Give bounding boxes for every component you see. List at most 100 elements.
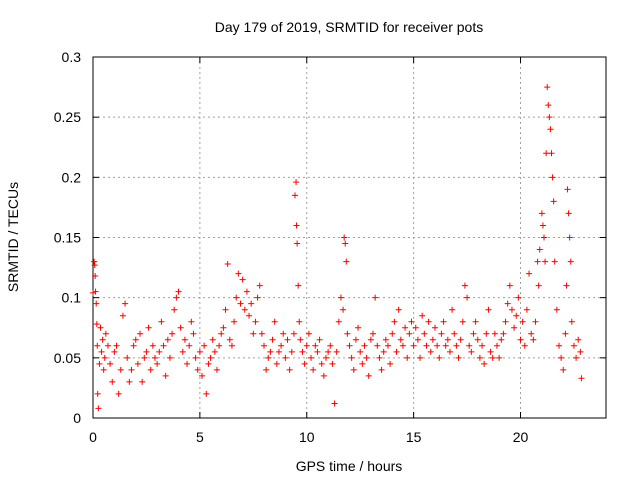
data-point: [97, 324, 104, 331]
data-point: [102, 330, 109, 337]
data-point: [577, 348, 584, 355]
data-point: [91, 258, 98, 265]
data-point: [399, 342, 406, 349]
data-point: [563, 282, 570, 289]
y-tick-label: 0.3: [62, 49, 82, 65]
data-point: [555, 342, 562, 349]
data-point: [94, 342, 101, 349]
data-point: [489, 354, 496, 361]
data-point: [523, 306, 530, 313]
data-point: [528, 330, 535, 337]
data-point: [188, 318, 195, 325]
data-point: [506, 282, 513, 289]
data-point: [329, 360, 336, 367]
data-point: [124, 354, 131, 361]
data-point: [322, 354, 329, 361]
data-point: [228, 342, 235, 349]
data-point: [139, 378, 146, 385]
data-point: [99, 336, 106, 343]
data-point: [91, 262, 98, 269]
data-point: [425, 318, 432, 325]
data-point: [451, 330, 458, 337]
data-point: [325, 348, 332, 355]
data-point: [391, 318, 398, 325]
data-point: [94, 390, 101, 397]
x-tick-label: 15: [406, 429, 422, 445]
data-point: [222, 306, 229, 313]
data-point: [350, 366, 357, 373]
data-point: [408, 318, 415, 325]
data-point: [239, 276, 246, 283]
data-point: [137, 330, 144, 337]
data-point: [145, 324, 152, 331]
data-point: [271, 318, 278, 325]
data-point: [438, 330, 445, 337]
x-axis-label: GPS time / hours: [296, 458, 403, 474]
data-point: [363, 354, 370, 361]
data-point: [290, 330, 297, 337]
data-point: [389, 330, 396, 337]
data-point: [549, 174, 556, 181]
data-point: [101, 354, 108, 361]
data-point: [406, 330, 413, 337]
data-point: [541, 234, 548, 241]
data-point: [132, 336, 139, 343]
data-point: [181, 336, 188, 343]
data-point: [303, 342, 310, 349]
data-point: [500, 330, 507, 337]
data-point: [213, 366, 220, 373]
data-point: [566, 234, 573, 241]
data-point: [367, 336, 374, 343]
data-point: [224, 260, 231, 267]
data-point: [211, 348, 218, 355]
data-point: [550, 198, 557, 205]
data-point: [282, 354, 289, 361]
x-tick-label: 0: [89, 429, 97, 445]
data-point: [553, 306, 560, 313]
data-point: [278, 342, 285, 349]
data-point: [544, 84, 551, 91]
data-point: [421, 330, 428, 337]
data-point: [158, 318, 165, 325]
data-point: [542, 258, 549, 265]
data-point: [246, 312, 253, 319]
data-point: [216, 342, 223, 349]
data-point: [310, 366, 317, 373]
data-point: [265, 354, 272, 361]
data-point: [119, 312, 126, 319]
data-point: [493, 342, 500, 349]
data-point: [548, 150, 555, 157]
data-point: [286, 366, 293, 373]
data-point: [560, 366, 567, 373]
data-point: [498, 336, 505, 343]
data-point: [517, 336, 524, 343]
data-point: [177, 324, 184, 331]
data-point: [115, 390, 122, 397]
data-point: [521, 342, 528, 349]
data-point: [508, 306, 515, 313]
data-point: [203, 390, 210, 397]
data-point: [539, 222, 546, 229]
data-point: [293, 222, 300, 229]
data-point: [382, 336, 389, 343]
data-point: [504, 300, 511, 307]
grid-lines: [93, 57, 606, 418]
data-point: [130, 342, 137, 349]
data-point: [254, 294, 261, 301]
data-point: [184, 360, 191, 367]
data-point: [149, 342, 156, 349]
data-point: [466, 342, 473, 349]
data-point: [567, 258, 574, 265]
data-point: [387, 360, 394, 367]
data-point: [96, 360, 103, 367]
data-point: [502, 318, 509, 325]
data-point: [535, 282, 542, 289]
data-point: [397, 336, 404, 343]
data-point: [320, 372, 327, 379]
data-point: [444, 336, 451, 343]
data-point: [511, 324, 518, 331]
data-point: [156, 348, 163, 355]
data-point: [207, 354, 214, 361]
data-point: [250, 330, 257, 337]
